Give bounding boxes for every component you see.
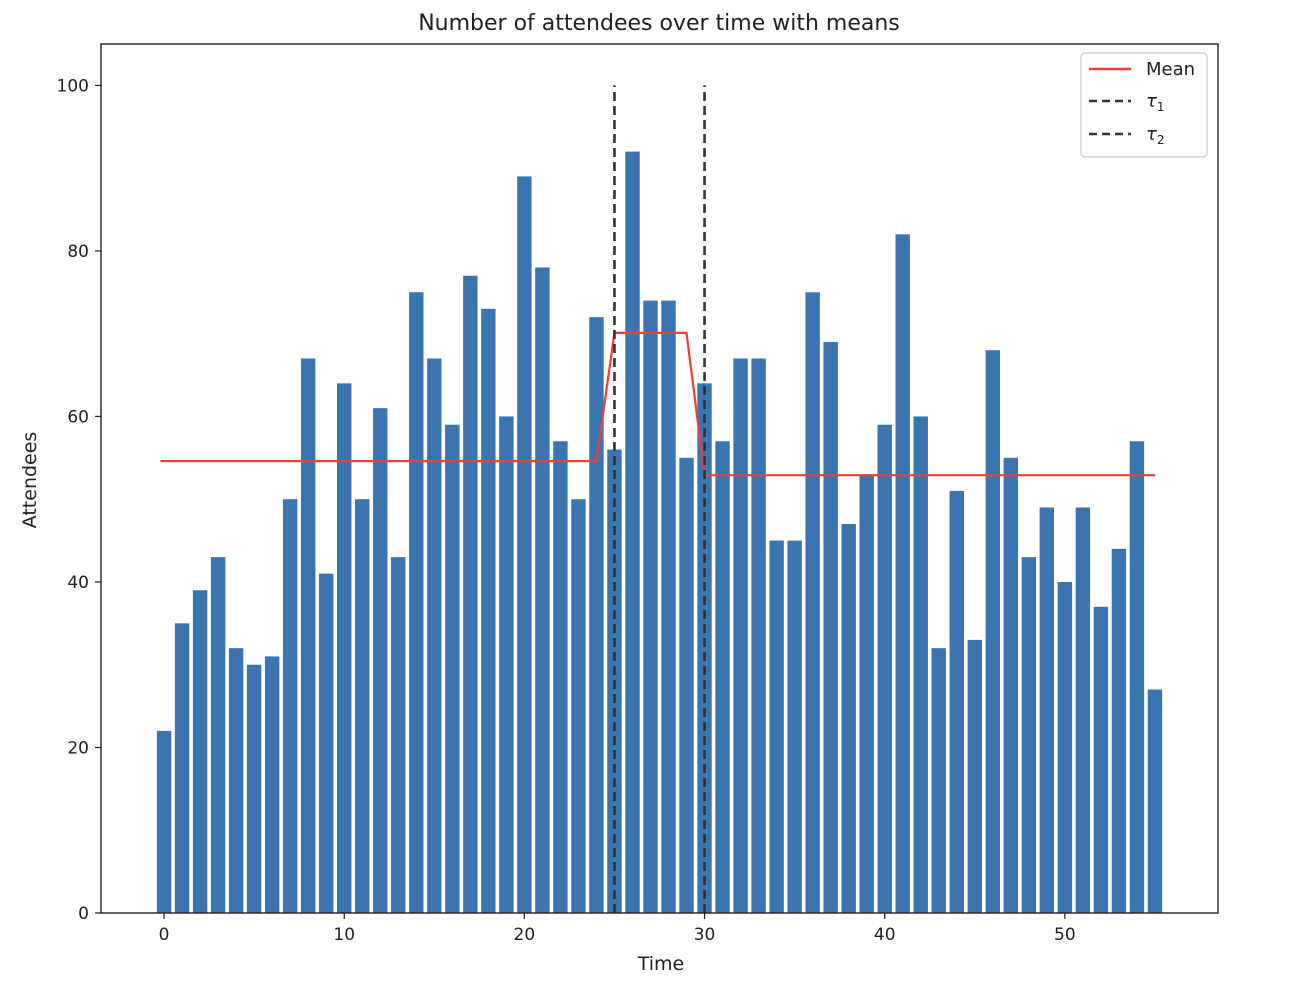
bar-31	[715, 441, 730, 913]
bar-2	[192, 590, 208, 913]
bar-16	[445, 424, 460, 913]
y-tick-label-60: 60	[67, 407, 89, 427]
legend-label-3: τ2	[1146, 124, 1164, 147]
bar-53	[1111, 548, 1127, 913]
bar-46	[985, 350, 1001, 913]
bar-22	[553, 441, 568, 913]
y-axis-label: Attendees	[19, 432, 41, 529]
lines-layer	[160, 85, 1155, 913]
x-axis-label: Time	[637, 953, 685, 975]
bar-21	[535, 267, 550, 913]
ticks-layer: 0 10 20 30 40 50 0 20 40 60 80 100	[57, 76, 1076, 945]
bar-30	[697, 383, 712, 913]
bar-47	[1003, 457, 1019, 913]
bar-26	[625, 151, 640, 914]
bar-10	[337, 383, 352, 913]
x-tick-label-20: 20	[514, 925, 536, 945]
bar-18	[481, 308, 496, 913]
bar-14	[409, 292, 424, 913]
bar-36	[805, 292, 820, 913]
bar-52	[1093, 606, 1109, 913]
legend-label-1: Mean	[1146, 59, 1195, 80]
bar-0	[156, 730, 172, 913]
mean-line	[160, 331, 1155, 477]
bar-29	[679, 457, 694, 913]
bar-1	[174, 623, 190, 913]
bar-24	[589, 317, 604, 914]
x-tick-label-10: 10	[333, 925, 355, 945]
bar-19	[499, 416, 514, 913]
bar-32	[733, 358, 748, 913]
y-tick-label-40: 40	[67, 573, 89, 593]
chart-title: Number of attendees over time with means	[418, 11, 900, 36]
plot-frame	[100, 43, 1219, 914]
bar-38	[841, 524, 856, 913]
x-tick-label-30: 30	[694, 925, 716, 945]
bar-40	[877, 424, 892, 913]
legend-box	[1080, 52, 1208, 158]
bar-13	[391, 557, 406, 913]
bar-4	[228, 648, 244, 913]
bar-23	[571, 499, 586, 913]
bar-41	[895, 234, 910, 913]
bar-55	[1147, 689, 1163, 913]
bar-49	[1039, 507, 1055, 913]
x-tick-label-50: 50	[1054, 925, 1076, 945]
y-tick-label-0: 0	[78, 904, 89, 924]
x-tick-label-0: 0	[159, 925, 170, 945]
bar-9	[318, 573, 334, 913]
bar-6	[264, 656, 280, 913]
bar-44	[949, 490, 964, 913]
bar-50	[1057, 581, 1073, 913]
bar-54	[1129, 441, 1145, 913]
bar-51	[1075, 507, 1091, 913]
bar-5	[246, 664, 262, 913]
bar-3	[210, 557, 226, 913]
y-tick-label-80: 80	[67, 242, 89, 262]
bar-11	[355, 499, 370, 913]
bar-7	[282, 499, 298, 913]
bar-15	[427, 358, 442, 913]
bar-35	[787, 540, 802, 913]
bar-17	[463, 275, 478, 913]
bar-20	[517, 176, 532, 913]
bar-48	[1021, 557, 1037, 913]
y-tick-label-100: 100	[57, 76, 89, 96]
bar-43	[931, 648, 946, 913]
bar-34	[769, 540, 784, 913]
bar-12	[373, 408, 388, 913]
bar-45	[967, 639, 982, 913]
bar-8	[300, 358, 316, 913]
bar-28	[661, 300, 676, 913]
y-tick-label-20: 20	[67, 738, 89, 758]
bar-39	[859, 474, 874, 913]
bar-42	[913, 416, 928, 913]
bar-27	[643, 300, 658, 913]
x-tick-label-40: 40	[874, 925, 896, 945]
bars-layer	[156, 151, 1163, 914]
bar-37	[823, 341, 838, 913]
bar-33	[751, 358, 766, 913]
legend: Mean τ1 τ2	[1080, 52, 1208, 158]
legend-label-2: τ1	[1146, 91, 1164, 114]
